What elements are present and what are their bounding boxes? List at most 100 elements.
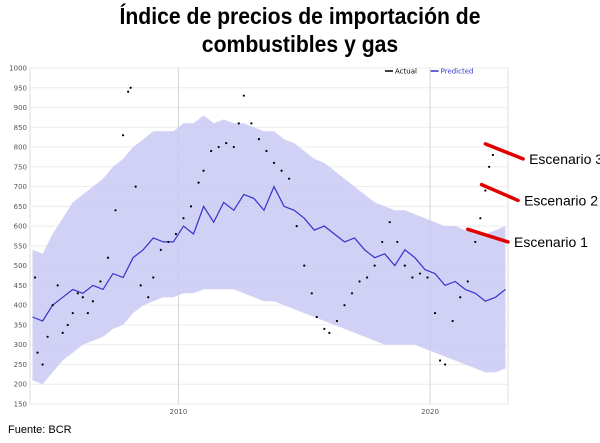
- actual-point: [99, 280, 102, 283]
- actual-point: [61, 331, 64, 334]
- actual-point: [197, 181, 200, 184]
- y-tick-label: 850: [14, 124, 27, 132]
- y-tick-label: 550: [14, 242, 27, 250]
- actual-point: [366, 276, 369, 279]
- y-tick-label: 150: [14, 401, 27, 409]
- actual-point: [310, 292, 313, 295]
- actual-points: [33, 86, 495, 366]
- actual-point: [295, 225, 298, 228]
- actual-point: [272, 161, 276, 164]
- actual-point: [81, 296, 84, 299]
- y-tick-label: 600: [14, 223, 27, 231]
- actual-point: [66, 323, 69, 327]
- actual-point: [210, 149, 213, 153]
- title-line-1: Índice de precios de importación de: [119, 3, 481, 29]
- actual-point: [474, 240, 477, 244]
- actual-point: [315, 315, 318, 319]
- y-tick-label: 650: [14, 203, 27, 211]
- y-tick-label: 950: [14, 84, 27, 92]
- actual-point: [106, 256, 110, 259]
- actual-point: [71, 311, 74, 315]
- actual-point: [91, 300, 94, 303]
- actual-point: [33, 276, 37, 279]
- actual-point: [147, 296, 150, 299]
- actual-point: [403, 264, 406, 267]
- actual-point: [237, 122, 240, 125]
- x-tick-label: 2010: [170, 408, 188, 416]
- actual-point: [484, 189, 487, 192]
- actual-point: [182, 217, 185, 220]
- actual-point: [174, 232, 178, 236]
- actual-point: [36, 351, 39, 354]
- actual-point: [46, 335, 49, 338]
- actual-point: [418, 272, 422, 275]
- y-tick-label: 800: [14, 144, 27, 152]
- actual-point: [129, 86, 132, 89]
- actual-point: [134, 185, 137, 188]
- actual-point: [257, 138, 261, 141]
- scenario-label: Escenario 2: [524, 192, 598, 208]
- actual-point: [51, 304, 54, 307]
- x-axis-ticks: 2010 2020: [170, 408, 439, 416]
- actual-point: [121, 134, 125, 137]
- y-tick-label: 300: [14, 341, 27, 349]
- actual-point: [280, 169, 283, 172]
- actual-point: [411, 276, 414, 279]
- actual-point: [323, 327, 326, 330]
- actual-point: [86, 311, 89, 315]
- actual-point: [114, 209, 117, 212]
- actual-point: [444, 363, 447, 366]
- scenario-line: [465, 227, 510, 244]
- scenario-line: [483, 142, 525, 161]
- actual-point: [159, 248, 162, 251]
- actual-point: [343, 304, 346, 307]
- y-tick-label: 250: [14, 361, 27, 369]
- y-tick-label: 200: [14, 381, 27, 389]
- actual-point: [426, 276, 429, 279]
- y-tick-label: 400: [14, 302, 27, 310]
- actual-point: [479, 217, 482, 220]
- actual-point: [41, 363, 44, 366]
- actual-point: [466, 280, 469, 283]
- actual-point: [491, 153, 495, 157]
- y-tick-label: 700: [14, 183, 27, 191]
- actual-point: [350, 292, 354, 295]
- scenario-label: Escenario 3: [529, 151, 600, 167]
- actual-point: [202, 169, 205, 172]
- title-line-2: combustibles y gas: [201, 31, 399, 57]
- scenario-line: [479, 182, 520, 203]
- actual-point: [328, 331, 331, 334]
- actual-point: [358, 280, 361, 283]
- actual-point: [373, 264, 376, 267]
- legend-label: Actual: [395, 68, 417, 76]
- x-tick-label: 2020: [421, 408, 439, 416]
- actual-point: [381, 240, 384, 244]
- legend: Actual Predicted: [385, 68, 473, 76]
- actual-point: [232, 145, 235, 149]
- chart-title: Índice de precios de importación de comb…: [24, 2, 576, 58]
- predicted-line: [32, 185, 506, 322]
- actual-point: [250, 122, 253, 125]
- y-tick-label: 450: [14, 282, 27, 290]
- y-tick-label: 500: [14, 262, 27, 270]
- scenario-label: Escenario 1: [514, 234, 588, 250]
- actual-point: [433, 311, 437, 315]
- actual-point: [388, 221, 391, 224]
- actual-point: [167, 240, 170, 244]
- confidence-band: [32, 115, 506, 385]
- actual-point: [56, 284, 59, 287]
- actual-point: [265, 149, 268, 153]
- actual-point: [127, 90, 130, 93]
- actual-point: [242, 94, 245, 97]
- actual-point: [139, 284, 142, 287]
- actual-point: [451, 319, 454, 323]
- actual-point: [217, 145, 220, 149]
- y-tick-label: 750: [14, 163, 27, 171]
- actual-point: [76, 292, 79, 295]
- y-tick-label: 900: [14, 104, 27, 112]
- scenarios: Escenario 3 Escenario 2 Escenario 1: [465, 142, 600, 250]
- actual-point: [438, 359, 442, 362]
- actual-point: [288, 177, 291, 180]
- actual-point: [189, 205, 193, 208]
